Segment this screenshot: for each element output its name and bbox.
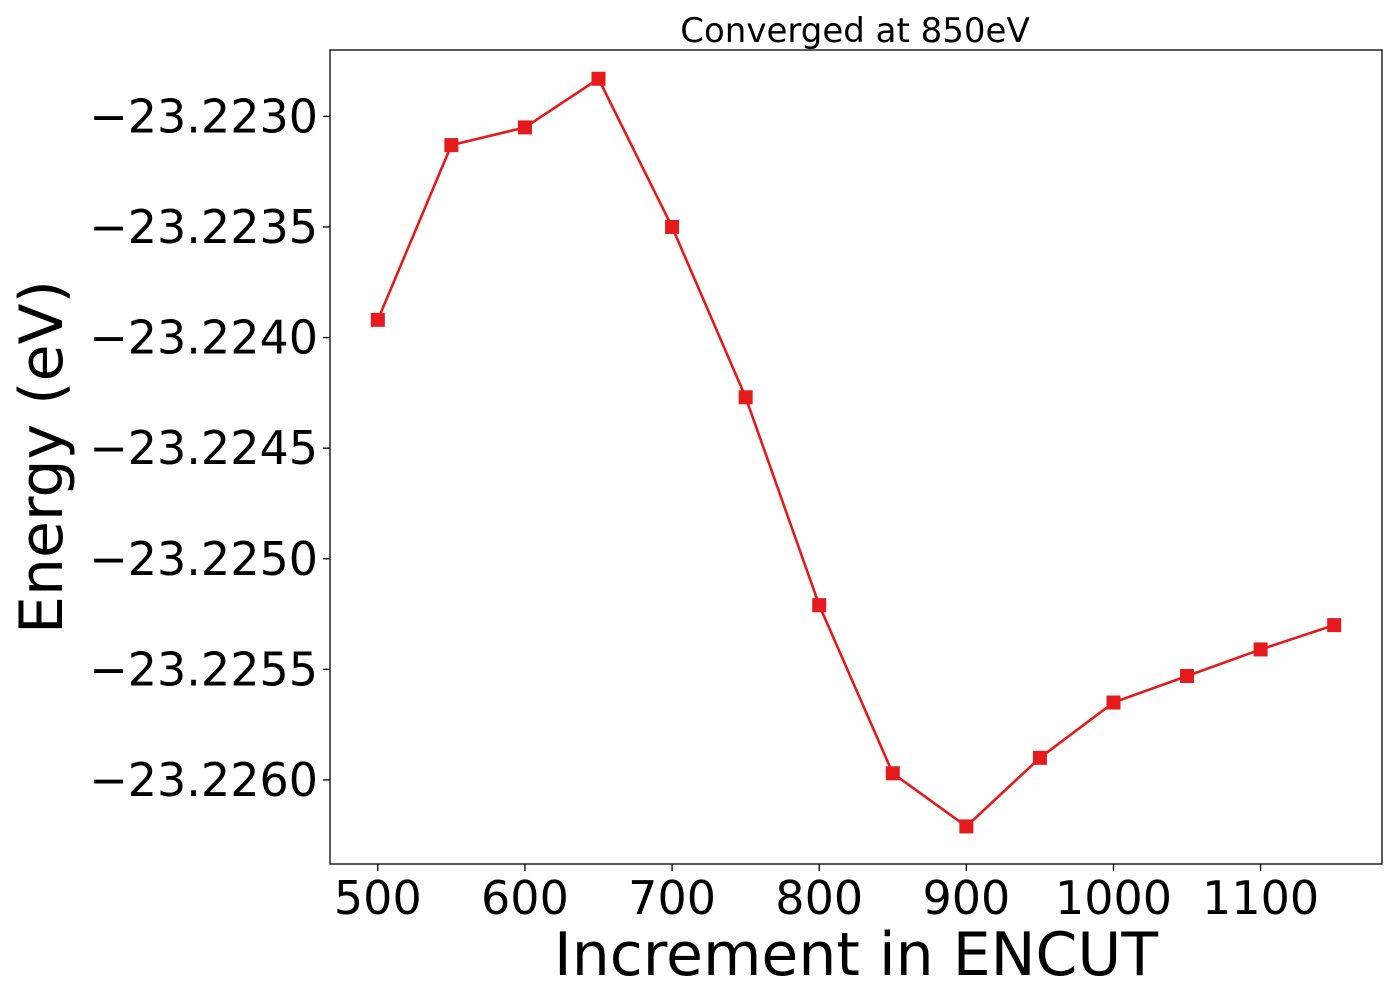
chart-title: Converged at 850eV	[680, 11, 1029, 51]
x-axis-label: Increment in ENCUT	[554, 920, 1158, 990]
data-point-marker	[738, 390, 753, 405]
y-tick-label: −23.2260	[89, 753, 318, 807]
x-tick-label: 700	[628, 871, 716, 925]
data-point-marker	[812, 598, 827, 613]
y-tick-label: −23.2235	[89, 200, 318, 254]
data-point-marker	[370, 312, 385, 327]
data-point-marker	[1106, 695, 1121, 710]
series-line	[376, 77, 1335, 828]
y-tick-label: −23.2255	[89, 642, 318, 696]
y-tick-label: −23.2230	[89, 89, 318, 143]
y-tick-label: −23.2240	[89, 311, 318, 365]
data-point-marker	[1032, 750, 1047, 765]
data-point-marker	[517, 120, 532, 135]
x-tick-label: 900	[922, 871, 1010, 925]
plot-frame	[329, 49, 1383, 865]
data-point-marker	[591, 71, 606, 86]
data-point-marker	[1327, 618, 1342, 633]
data-point-marker	[444, 138, 459, 153]
x-tick-label: 1000	[1055, 871, 1172, 925]
data-point-marker	[665, 219, 680, 234]
y-tick-label: −23.2245	[89, 421, 318, 475]
x-tick-label: 500	[334, 871, 422, 925]
x-tick-label: 600	[481, 871, 569, 925]
y-axis-label: Energy (eV)	[7, 280, 77, 634]
data-point-marker	[885, 766, 900, 781]
data-point-marker	[959, 819, 974, 834]
data-point-marker	[1180, 668, 1195, 683]
data-point-marker	[1253, 642, 1268, 657]
axes	[329, 49, 1383, 865]
x-tick-label: 1100	[1202, 871, 1319, 925]
y-tick-label: −23.2250	[89, 532, 318, 586]
ticks: 500 600 700 800 900 1000 1100 −23.2230 −23.2235 −…	[89, 89, 1319, 925]
series	[370, 71, 1342, 834]
x-tick-label: 800	[775, 871, 863, 925]
